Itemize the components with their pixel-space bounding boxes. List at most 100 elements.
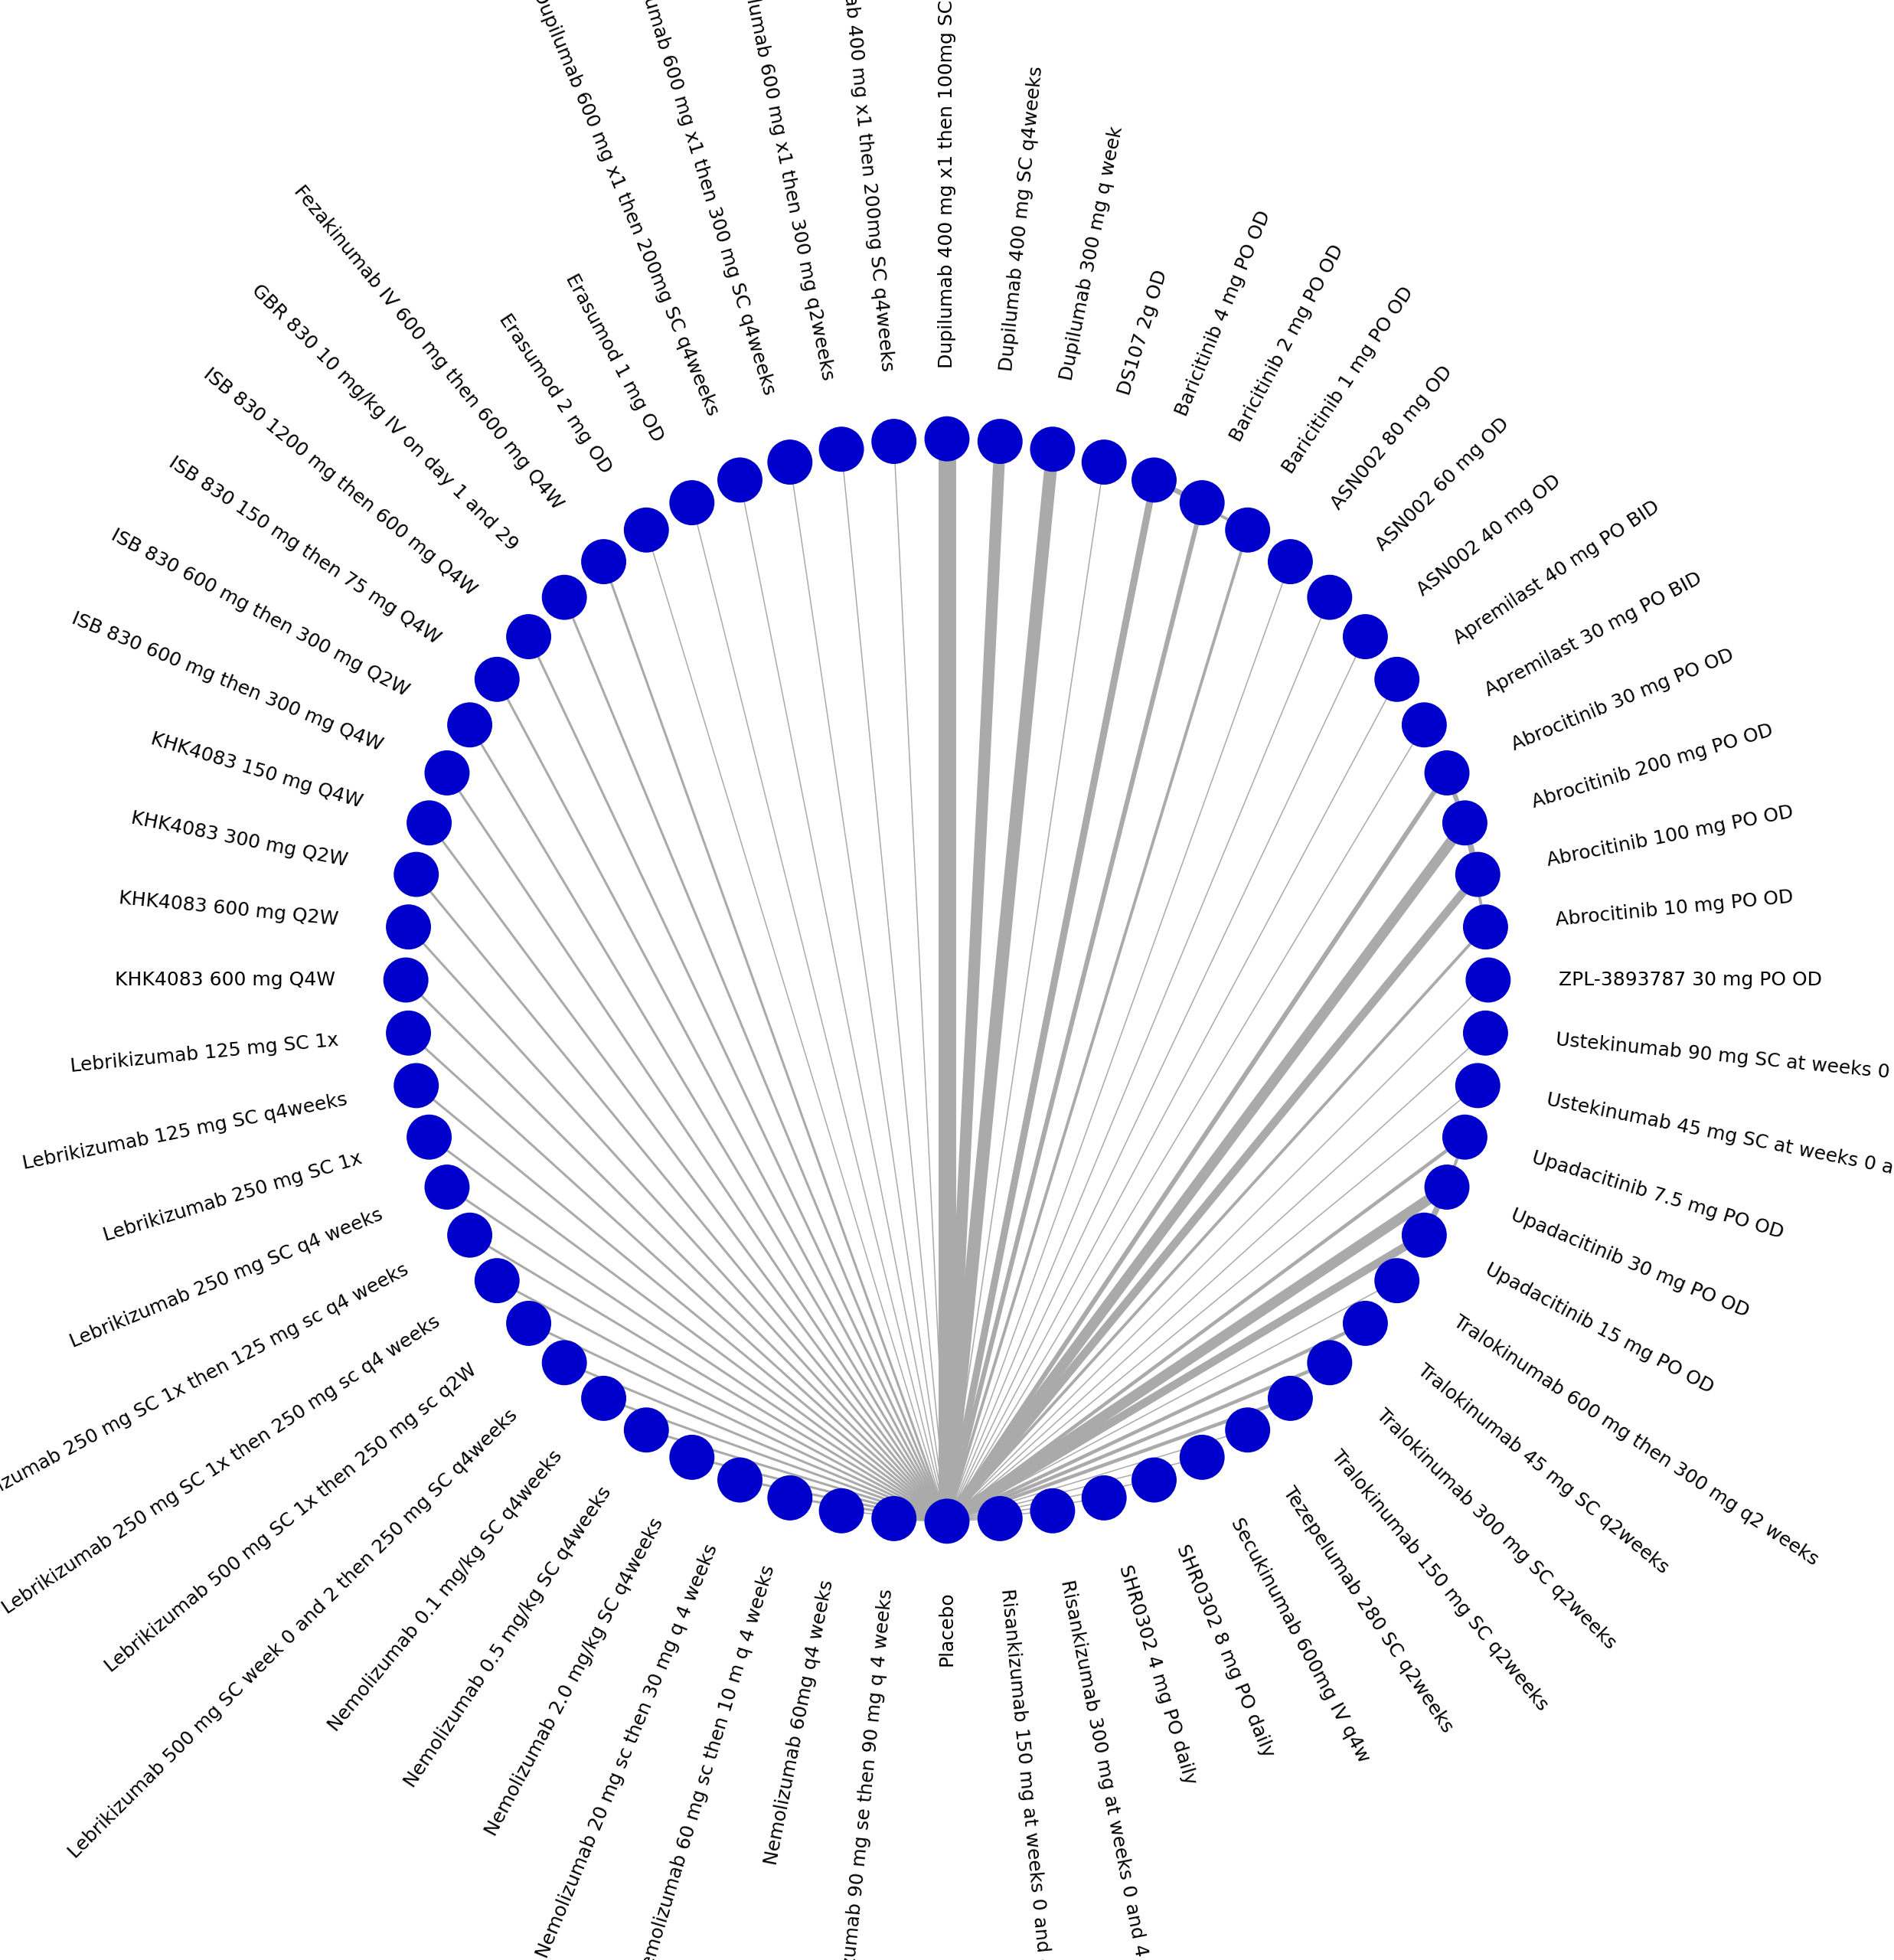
Text: KHK4083 600 mg Q2W: KHK4083 600 mg Q2W: [117, 890, 339, 929]
Point: [1432, 1172, 1462, 1203]
Point: [1188, 1443, 1218, 1474]
Point: [1350, 1307, 1381, 1339]
Text: ASN002 80 mg OD: ASN002 80 mg OD: [1328, 363, 1456, 514]
Text: Tralokinumab 300 mg SC q2weeks: Tralokinumab 300 mg SC q2weeks: [1373, 1405, 1619, 1652]
Text: Lebrikizumab 250 mg SC q4 weeks: Lebrikizumab 250 mg SC q4 weeks: [68, 1205, 386, 1352]
Point: [455, 710, 485, 741]
Point: [1038, 1495, 1068, 1527]
Point: [1470, 1017, 1500, 1049]
Text: Upadacitinib 15 mg PO OD: Upadacitinib 15 mg PO OD: [1481, 1260, 1716, 1397]
Text: GBR 830 10 mg/kg IV on day 1 and 29: GBR 830 10 mg/kg IV on day 1 and 29: [248, 280, 521, 555]
Point: [725, 465, 756, 496]
Point: [394, 1017, 424, 1049]
Point: [676, 486, 706, 517]
Text: KHK4083 300 mg Q2W: KHK4083 300 mg Q2W: [129, 809, 348, 870]
Text: Tralokinumab 600 mg then 300 mg q2 weeks: Tralokinumab 600 mg then 300 mg q2 weeks: [1451, 1311, 1822, 1568]
Point: [775, 447, 805, 478]
Text: Nemolizumab 0.5 mg/kg SC q4weeks: Nemolizumab 0.5 mg/kg SC q4weeks: [402, 1484, 616, 1791]
Text: Dupilumab 400 mg x1 then 100mg SC q4weeks: Dupilumab 400 mg x1 then 100mg SC q4week…: [938, 0, 956, 368]
Point: [826, 1495, 856, 1527]
Text: Tralokinumab 150 mg SC q2weeks: Tralokinumab 150 mg SC q2weeks: [1328, 1446, 1551, 1715]
Text: ISB 830 600 mg then 300 mg Q2W: ISB 830 600 mg then 300 mg Q2W: [108, 525, 413, 700]
Point: [481, 664, 511, 696]
Point: [1462, 858, 1492, 890]
Text: SHR0302 4 mg PO daily: SHR0302 4 mg PO daily: [1116, 1562, 1199, 1788]
Text: Nemolizumab 60mg q4 weeks: Nemolizumab 60mg q4 weeks: [761, 1578, 837, 1866]
Point: [932, 1505, 962, 1537]
Point: [985, 1503, 1015, 1535]
Point: [432, 1172, 462, 1203]
Point: [1449, 808, 1479, 839]
Point: [879, 1503, 909, 1535]
Text: Abrocitinib 200 mg PO OD: Abrocitinib 200 mg PO OD: [1530, 721, 1775, 811]
Text: ISB 830 150 mg then 75 mg Q4W: ISB 830 150 mg then 75 mg Q4W: [165, 453, 443, 649]
Text: Nemolizumab 90 mg se then 90 mg q 4 weeks: Nemolizumab 90 mg se then 90 mg q 4 week…: [833, 1588, 896, 1960]
Point: [1275, 547, 1305, 578]
Point: [631, 514, 661, 545]
Point: [549, 1347, 580, 1378]
Text: Fezakinumab IV 600 mg then 600 mg Q4W: Fezakinumab IV 600 mg then 600 mg Q4W: [290, 182, 566, 514]
Text: Ustekinumab 45 mg SC at weeks 0 and 4: Ustekinumab 45 mg SC at weeks 0 and 4: [1546, 1090, 1894, 1186]
Text: Dupilumab 400 mg x1 then 200mg SC q4weeks: Dupilumab 400 mg x1 then 200mg SC q4week…: [833, 0, 896, 372]
Text: Lebrikizumab 250 mg SC 1x then 125 mg sc q4 weeks: Lebrikizumab 250 mg SC 1x then 125 mg sc…: [0, 1260, 413, 1523]
Point: [1138, 465, 1169, 496]
Text: Nemolizumab 2.0 mg/kg SC q4weeks: Nemolizumab 2.0 mg/kg SC q4weeks: [481, 1515, 667, 1838]
Text: Tralokinumab 45 mg SC q2weeks: Tralokinumab 45 mg SC q2weeks: [1413, 1360, 1672, 1578]
Text: KHK4083 150 mg Q4W: KHK4083 150 mg Q4W: [148, 729, 364, 811]
Text: Upadacitinib 7.5 mg PO OD: Upadacitinib 7.5 mg PO OD: [1530, 1149, 1786, 1243]
Text: Dupilumab 400 mg SC q4weeks: Dupilumab 400 mg SC q4weeks: [998, 65, 1045, 372]
Point: [1409, 710, 1439, 741]
Text: Apremilast 40 mg PO BID: Apremilast 40 mg PO BID: [1451, 498, 1663, 649]
Point: [1409, 1219, 1439, 1250]
Point: [513, 1307, 544, 1339]
Point: [879, 425, 909, 457]
Text: KHK4083 600 mg Q4W: KHK4083 600 mg Q4W: [116, 970, 335, 990]
Point: [415, 808, 445, 839]
Point: [1383, 664, 1413, 696]
Point: [1314, 582, 1345, 613]
Text: DS107 2g OD: DS107 2g OD: [1116, 269, 1170, 398]
Text: Abrocitinib 30 mg PO OD: Abrocitinib 30 mg PO OD: [1508, 647, 1737, 755]
Point: [1350, 621, 1381, 653]
Point: [1275, 1382, 1305, 1413]
Point: [725, 1464, 756, 1495]
Text: Erasumod 2 mg OD: Erasumod 2 mg OD: [496, 310, 616, 476]
Point: [589, 1382, 619, 1413]
Text: Erasumod 1 mg OD: Erasumod 1 mg OD: [563, 270, 667, 445]
Text: SHR0302 8 mg PO daily: SHR0302 8 mg PO daily: [1172, 1541, 1277, 1760]
Point: [513, 621, 544, 653]
Text: Abrocitinib 100 mg PO OD: Abrocitinib 100 mg PO OD: [1546, 804, 1796, 870]
Text: Lebrikizumab 250 mg SC 1x: Lebrikizumab 250 mg SC 1x: [100, 1149, 364, 1245]
Text: Dupilumab 600 mg x1 then 200mg SC q4weeks: Dupilumab 600 mg x1 then 200mg SC q4week…: [528, 0, 722, 419]
Text: ASN002 60 mg OD: ASN002 60 mg OD: [1373, 414, 1513, 555]
Point: [1138, 1464, 1169, 1495]
Text: Nemolizumab 20 mg sc then 30 mg q 4 weeks: Nemolizumab 20 mg sc then 30 mg q 4 week…: [534, 1541, 722, 1960]
Point: [549, 582, 580, 613]
Text: ISB 830 600 mg then 300 mg Q4W: ISB 830 600 mg then 300 mg Q4W: [68, 610, 386, 755]
Text: Baricitinib 4 mg PO OD: Baricitinib 4 mg PO OD: [1172, 208, 1275, 419]
Text: Risankizumab 300 mg at weeks 0 and 4: Risankizumab 300 mg at weeks 0 and 4: [1057, 1578, 1150, 1958]
Point: [481, 1264, 511, 1296]
Text: ISB 830 1200 mg then 600 mg Q4W: ISB 830 1200 mg then 600 mg Q4W: [201, 365, 481, 600]
Text: Abrocitinib 10 mg PO OD: Abrocitinib 10 mg PO OD: [1555, 888, 1794, 929]
Point: [1089, 1482, 1119, 1513]
Text: Placebo: Placebo: [938, 1592, 956, 1666]
Text: Lebrikizumab 250 mg SC 1x then 250 mg sc q4 weeks: Lebrikizumab 250 mg SC 1x then 250 mg sc…: [0, 1311, 443, 1617]
Text: Risankizumab 150 mg at weeks 0 and 4: Risankizumab 150 mg at weeks 0 and 4: [998, 1588, 1053, 1960]
Text: Baricitinib 2 mg PO OD: Baricitinib 2 mg PO OD: [1227, 241, 1347, 445]
Text: Tezepelumab 280 SC q2weeks: Tezepelumab 280 SC q2weeks: [1278, 1484, 1456, 1737]
Text: Apremilast 30 mg PO BID: Apremilast 30 mg PO BID: [1481, 568, 1705, 700]
Point: [394, 911, 424, 943]
Point: [1233, 1415, 1263, 1446]
Point: [1432, 757, 1462, 788]
Point: [1188, 486, 1218, 517]
Point: [932, 423, 962, 455]
Text: Baricitinib 1 mg PO OD: Baricitinib 1 mg PO OD: [1278, 282, 1417, 476]
Text: Upadacitinib 30 mg PO OD: Upadacitinib 30 mg PO OD: [1508, 1205, 1752, 1321]
Point: [1314, 1347, 1345, 1378]
Point: [985, 425, 1015, 457]
Point: [432, 757, 462, 788]
Point: [826, 433, 856, 465]
Point: [1038, 433, 1068, 465]
Text: Lebrikizumab 500 mg SC week 0 and 2 then 250 mg SC q4weeks: Lebrikizumab 500 mg SC week 0 and 2 then…: [64, 1405, 521, 1862]
